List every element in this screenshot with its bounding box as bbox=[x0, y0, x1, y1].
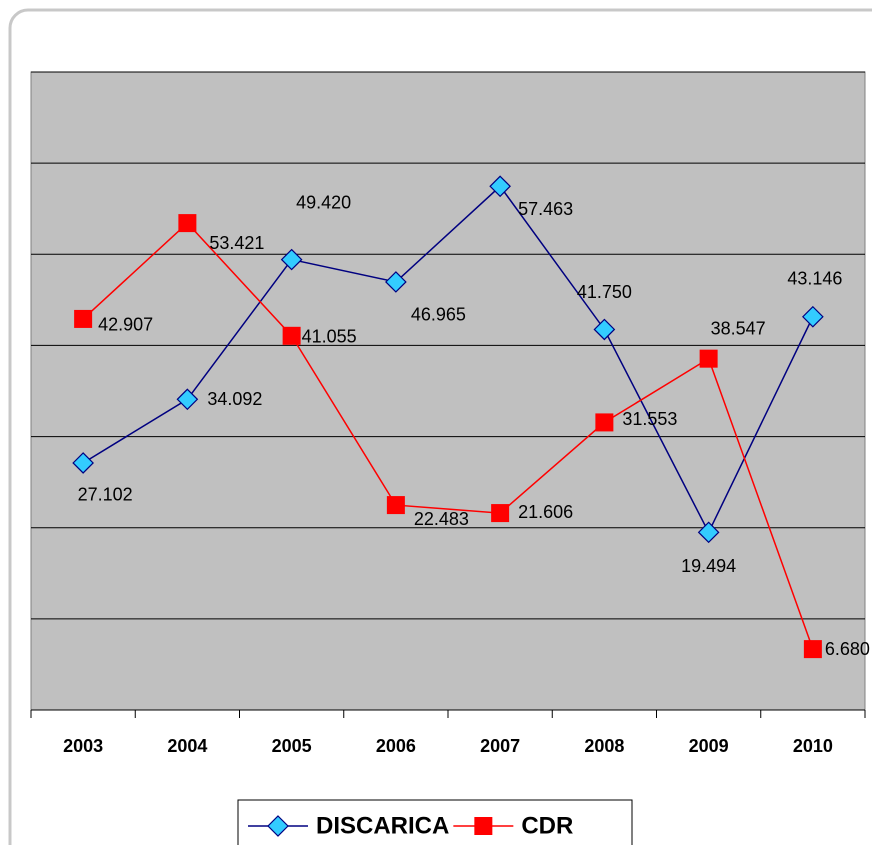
point-marker bbox=[491, 504, 510, 523]
x-axis: 2003 2004 2005 2006 2007 2008 2009 2010 bbox=[30, 710, 866, 756]
data-label: 41.055 bbox=[302, 327, 357, 347]
point-marker bbox=[178, 214, 197, 233]
point-marker bbox=[386, 496, 405, 515]
series-line bbox=[82, 185, 814, 535]
x-tick-label: 2009 bbox=[689, 736, 729, 756]
x-tick-label: 2003 bbox=[63, 736, 103, 756]
point-marker bbox=[697, 521, 720, 544]
legend-marker bbox=[474, 817, 493, 835]
data-label: 43.146 bbox=[787, 269, 842, 289]
legend-entry: CDR bbox=[453, 812, 573, 839]
x-tick-label: 2010 bbox=[793, 736, 833, 756]
legend-label: CDR bbox=[521, 812, 573, 839]
data-label: 42.907 bbox=[98, 315, 153, 335]
data-label: 41.750 bbox=[577, 282, 632, 302]
series: 27.102 34.092 49.420 46.965 57.463 41.750 19.4… bbox=[72, 175, 870, 659]
x-tick-label: 2006 bbox=[376, 736, 416, 756]
x-tick-label: 2008 bbox=[584, 736, 624, 756]
data-label: 27.102 bbox=[78, 485, 133, 505]
legend-entry: DISCARICA bbox=[248, 812, 449, 839]
data-label: 34.092 bbox=[207, 389, 262, 409]
grid bbox=[31, 71, 865, 711]
point-marker bbox=[699, 349, 718, 368]
data-label: 21.606 bbox=[518, 502, 573, 522]
legend: DISCARICA CDR bbox=[237, 799, 633, 845]
point-marker bbox=[489, 175, 511, 198]
point-marker bbox=[280, 248, 303, 271]
series-line bbox=[82, 222, 814, 650]
point-marker bbox=[802, 305, 824, 328]
point-marker bbox=[385, 271, 407, 293]
data-label: 19.494 bbox=[681, 556, 736, 576]
data-label: 49.420 bbox=[296, 192, 351, 212]
data-label: 31.553 bbox=[622, 409, 677, 429]
point-marker bbox=[803, 640, 822, 659]
point-marker bbox=[176, 388, 199, 411]
x-tick-label: 2007 bbox=[480, 736, 520, 756]
data-label: 53.421 bbox=[209, 233, 264, 253]
point-marker bbox=[72, 452, 94, 474]
x-tick-label: 2005 bbox=[272, 736, 312, 756]
point-marker bbox=[593, 318, 616, 341]
data-label: 57.463 bbox=[518, 199, 573, 219]
plot-area bbox=[30, 71, 866, 711]
legend-marker bbox=[267, 815, 289, 837]
x-tick-label: 2004 bbox=[167, 736, 207, 756]
point-marker bbox=[595, 413, 614, 432]
point-marker bbox=[74, 309, 93, 328]
legend-label: DISCARICA bbox=[316, 812, 449, 839]
legend-box bbox=[237, 799, 633, 845]
data-label: 38.547 bbox=[711, 318, 766, 338]
data-label: 22.483 bbox=[414, 509, 469, 529]
data-label: 46.965 bbox=[411, 305, 466, 325]
point-marker bbox=[282, 326, 301, 345]
data-label: 6.680 bbox=[825, 639, 870, 659]
